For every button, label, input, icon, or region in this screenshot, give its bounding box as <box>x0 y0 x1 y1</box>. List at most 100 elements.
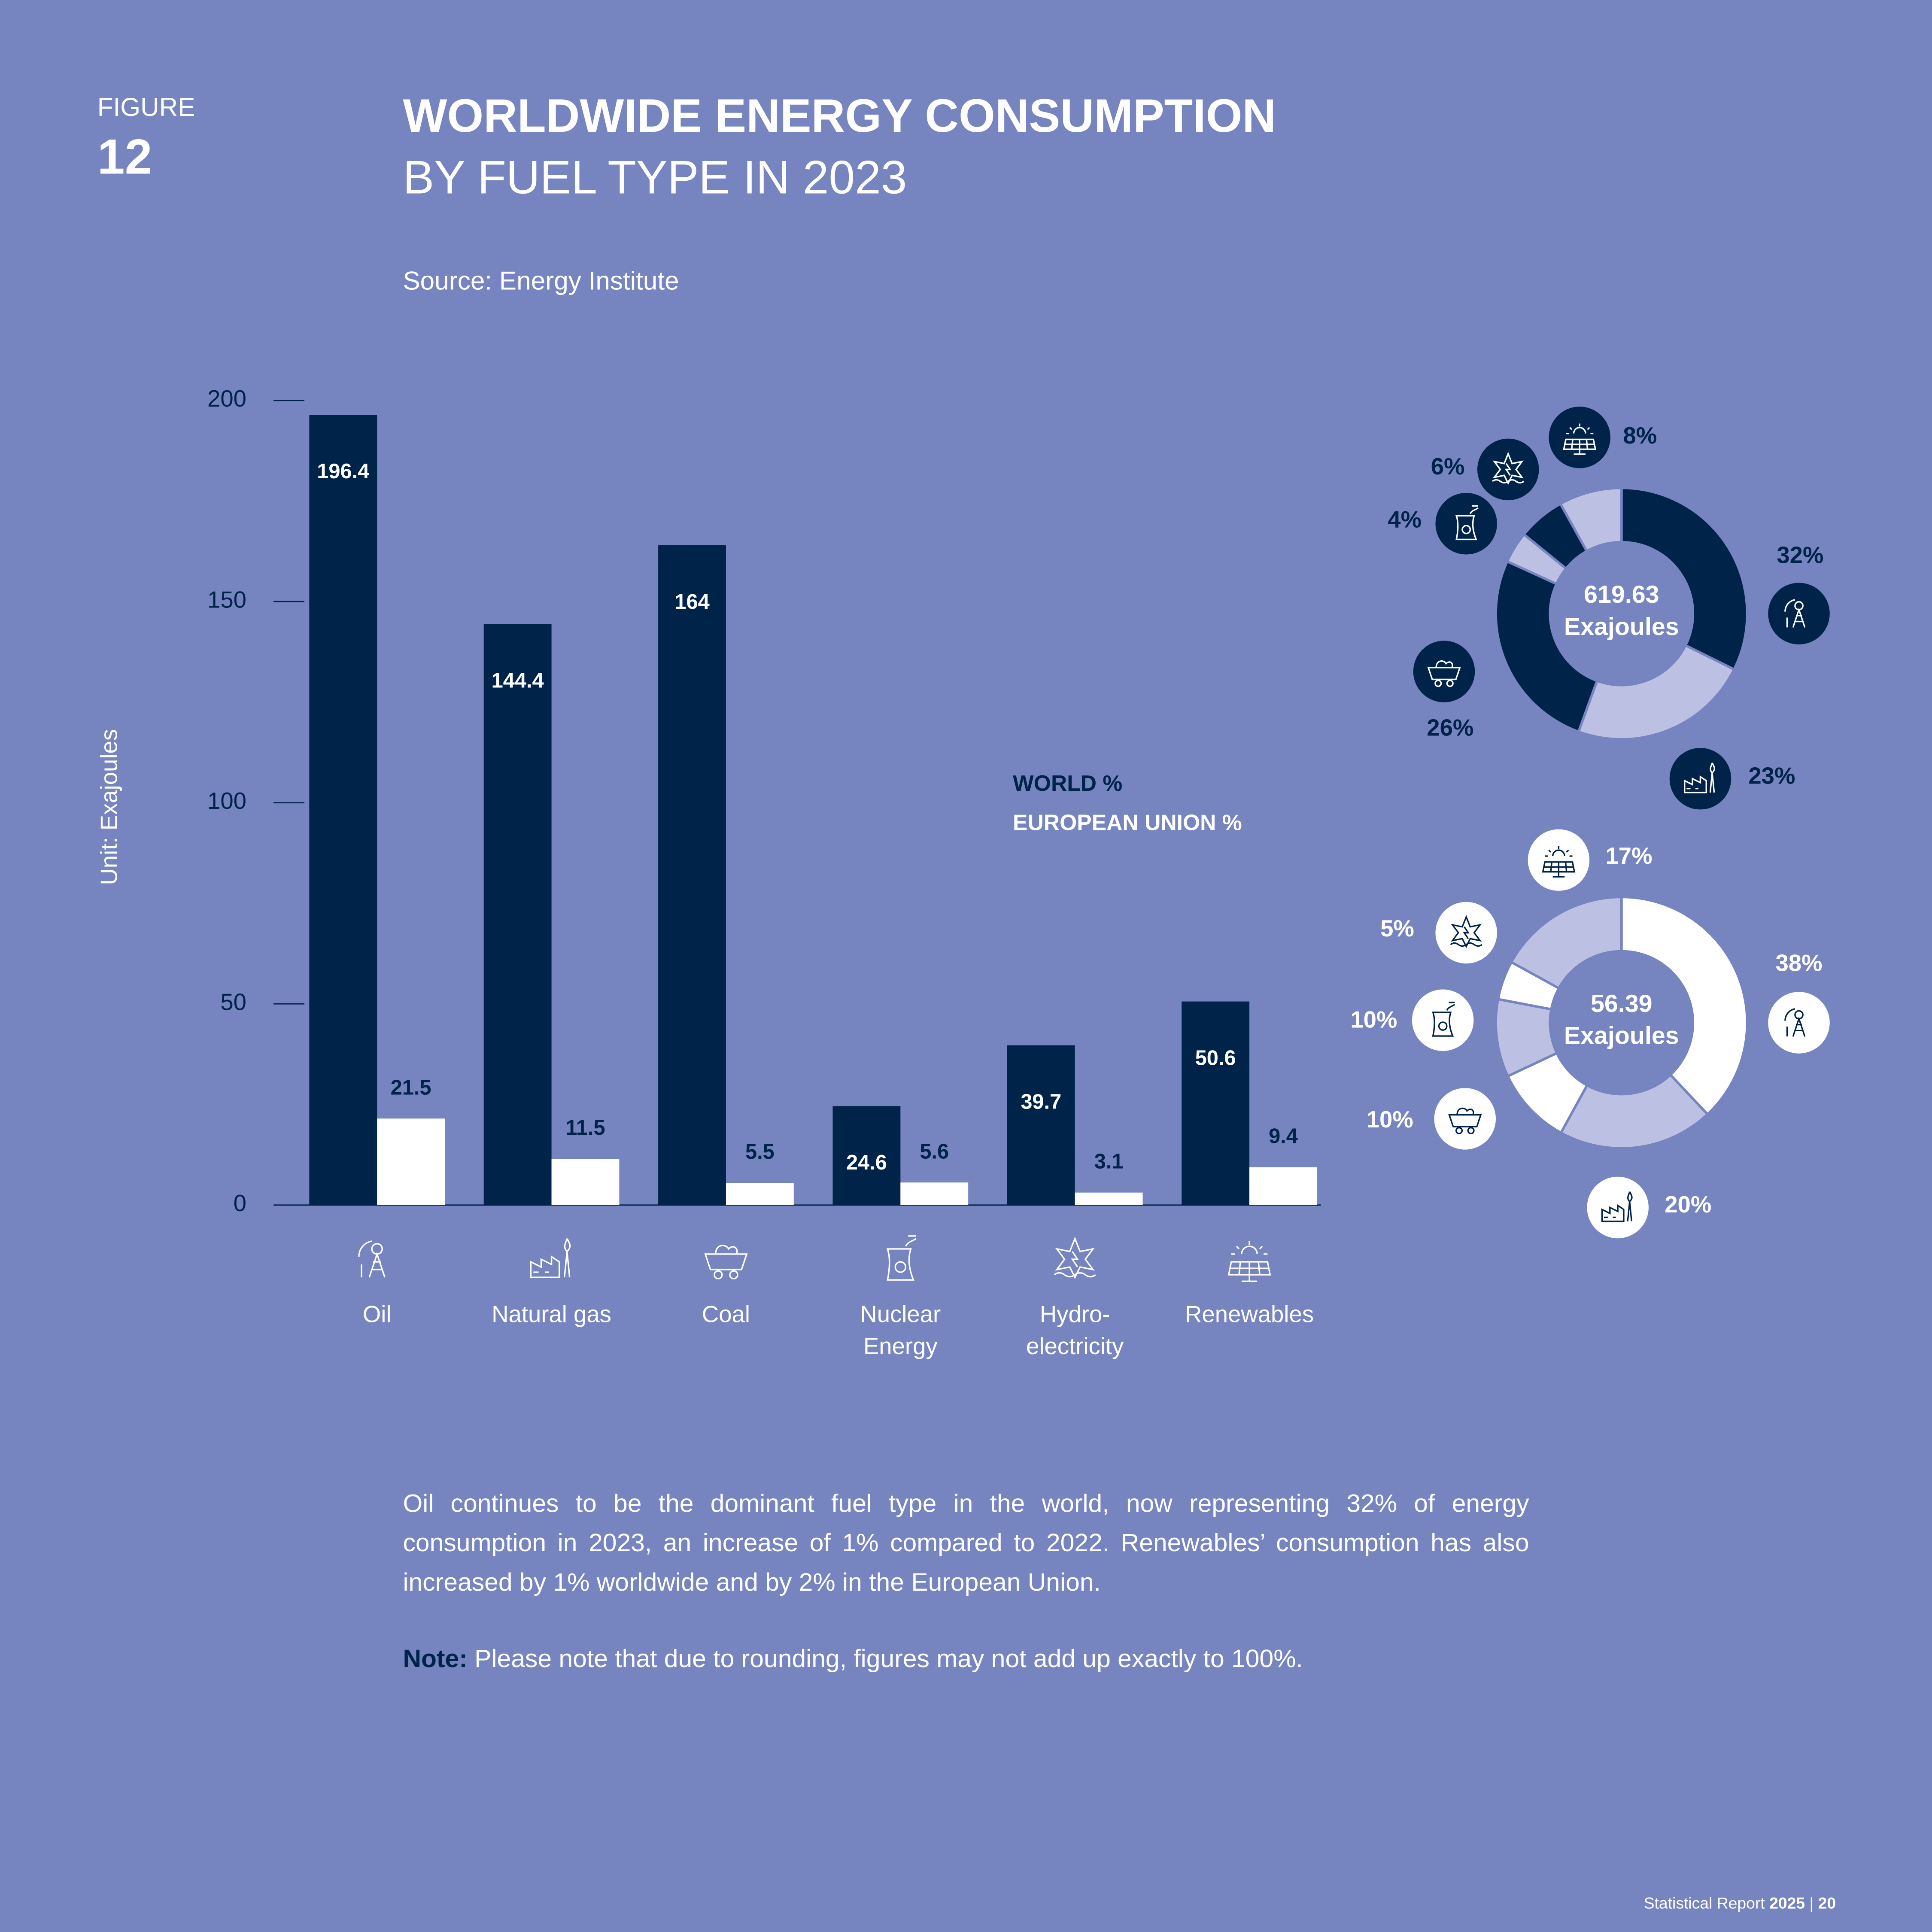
icon <box>1684 762 1715 793</box>
icon-stroke <box>1432 1002 1455 1037</box>
icon <box>1563 423 1596 455</box>
icon-stroke <box>704 1245 748 1270</box>
value-label: 9.4 <box>1269 1125 1298 1148</box>
legend-entry: EUROPEAN UNION % <box>1013 810 1242 835</box>
icon-badge <box>1768 583 1830 644</box>
title: WORLDWIDE ENERGY CONSUMPTION <box>403 91 1276 143</box>
donut-segment <box>1558 486 1623 553</box>
bar <box>483 624 552 1205</box>
icon <box>1784 1008 1806 1037</box>
icon-badge <box>1435 492 1497 555</box>
value-label: 21.5 <box>391 1076 431 1099</box>
icon <box>1492 452 1525 485</box>
value-label: 5.5 <box>745 1140 775 1163</box>
icon-stroke <box>564 1238 571 1278</box>
icon-stroke <box>371 1243 383 1255</box>
donut-segment <box>1559 1073 1710 1150</box>
y-tick-label: 150 <box>207 587 246 613</box>
icon-stroke <box>1784 599 1795 628</box>
icon-badge <box>1413 641 1475 702</box>
icon-stroke <box>1455 1127 1463 1134</box>
y-tick-label: 200 <box>207 386 246 412</box>
icon-stroke <box>1448 1107 1482 1127</box>
data-label: 4% <box>1388 506 1422 532</box>
x-tick-label: Coal <box>702 1302 750 1328</box>
icon-stroke <box>1794 601 1804 611</box>
icon-stroke <box>1709 762 1715 793</box>
footer: Statistical Report 2025 | 20 <box>1644 1894 1836 1912</box>
bar <box>658 545 726 1205</box>
icon <box>1448 1107 1482 1134</box>
y-tick-label: 50 <box>220 989 246 1015</box>
value-label: 196.4 <box>317 460 369 483</box>
value-label: 164 <box>674 590 709 614</box>
icon <box>704 1245 748 1279</box>
icon-stroke <box>886 1235 917 1281</box>
icon-stroke <box>894 1261 907 1273</box>
data-label: 6% <box>1431 453 1465 480</box>
y-tick-label: 100 <box>207 788 246 814</box>
icon-stroke <box>1054 1236 1096 1279</box>
icon-stroke <box>1434 680 1442 687</box>
icon-stroke <box>1684 775 1707 793</box>
value-label: 5.6 <box>920 1140 949 1163</box>
icon-stroke <box>1427 660 1461 680</box>
figure-label: FIGURE <box>97 94 195 122</box>
legend-entry: WORLD % <box>1013 771 1122 796</box>
icon-badge <box>1549 407 1610 468</box>
data-label: 26% <box>1427 714 1473 741</box>
icon <box>1601 1191 1633 1222</box>
bar <box>377 1118 445 1205</box>
center-unit: Exajoules <box>1564 613 1679 641</box>
icon <box>1455 505 1479 541</box>
footer-page: 20 <box>1818 1894 1836 1913</box>
icon-badge <box>1434 1088 1496 1150</box>
icon <box>1054 1236 1096 1279</box>
footer-text: Statistical Report <box>1643 1894 1765 1913</box>
icon-stroke <box>1542 846 1576 878</box>
icon-stroke <box>1492 452 1525 485</box>
bar <box>309 415 377 1205</box>
data-label: 8% <box>1623 422 1657 449</box>
icon-stroke <box>729 1270 738 1279</box>
data-label: 38% <box>1775 950 1822 976</box>
icon-stroke <box>1563 423 1596 455</box>
icon-stroke <box>1461 525 1471 535</box>
icon-stroke <box>1446 680 1454 687</box>
data-label: 20% <box>1665 1191 1711 1218</box>
y-tick-label: 0 <box>234 1190 246 1216</box>
data-label: 10% <box>1367 1106 1413 1133</box>
donut-segment <box>1495 559 1599 733</box>
icon-stroke <box>368 1252 386 1278</box>
icon-badge <box>1528 829 1590 891</box>
icon <box>530 1238 571 1278</box>
icon-badge <box>1768 992 1830 1054</box>
value-label: 24.6 <box>846 1151 887 1174</box>
icon-stroke <box>1794 1010 1804 1020</box>
donut-segment <box>1510 896 1623 990</box>
footer-separator: | <box>1809 1894 1814 1913</box>
note-text: Please note that due to rounding, figure… <box>474 1645 1303 1674</box>
figure-number: 12 <box>97 131 152 185</box>
center-total: 56.39 <box>1591 990 1653 1018</box>
icon <box>886 1235 917 1281</box>
donut-segment <box>1620 486 1749 671</box>
value-label: 144.4 <box>492 669 544 692</box>
icon-stroke <box>1784 1008 1795 1037</box>
x-tick-label: Natural gas <box>492 1302 611 1328</box>
data-label: 5% <box>1380 915 1414 942</box>
x-tick-label: Nuclear Energy <box>860 1302 941 1361</box>
icon-stroke <box>714 1270 723 1279</box>
x-tick-label: Renewables <box>1185 1302 1314 1328</box>
value-label: 50.6 <box>1195 1046 1236 1069</box>
icon <box>1227 1241 1271 1282</box>
icon <box>1427 660 1461 687</box>
value-label: 3.1 <box>1094 1150 1124 1173</box>
bar <box>832 1106 901 1205</box>
bar <box>726 1183 794 1205</box>
icon <box>358 1240 386 1278</box>
source: Source: Energy Institute <box>403 267 679 296</box>
icon <box>1450 915 1482 948</box>
